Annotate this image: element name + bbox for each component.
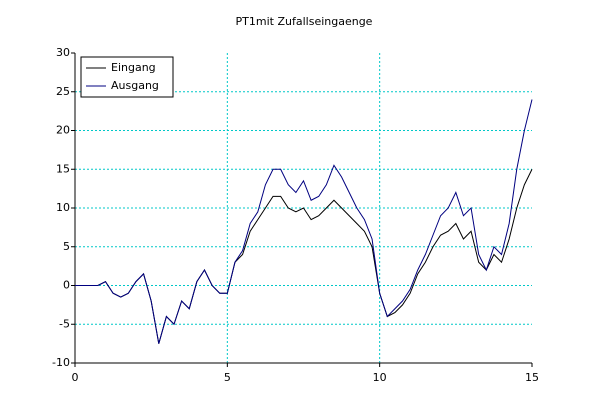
- x-tick-label: 15: [525, 371, 539, 384]
- y-tick-label: 5: [63, 240, 70, 253]
- legend-label: Ausgang: [111, 79, 159, 92]
- chart-title: PT1mit Zufallseingaenge: [236, 15, 373, 28]
- y-tick-label: 30: [56, 46, 70, 59]
- x-tick-label: 5: [224, 371, 231, 384]
- legend-label: Eingang: [111, 61, 156, 74]
- y-tick-label: 25: [56, 85, 70, 98]
- x-tick-label: 10: [373, 371, 387, 384]
- legend-box: [80, 56, 174, 98]
- y-tick-label: 20: [56, 124, 70, 137]
- x-tick-label: 0: [72, 371, 79, 384]
- y-tick-label: 15: [56, 162, 70, 175]
- y-tick-label: 10: [56, 201, 70, 214]
- y-tick-label: -10: [52, 356, 70, 369]
- y-tick-label: -5: [59, 317, 70, 330]
- series-line: [75, 99, 533, 344]
- y-tick-label: 0: [63, 279, 70, 292]
